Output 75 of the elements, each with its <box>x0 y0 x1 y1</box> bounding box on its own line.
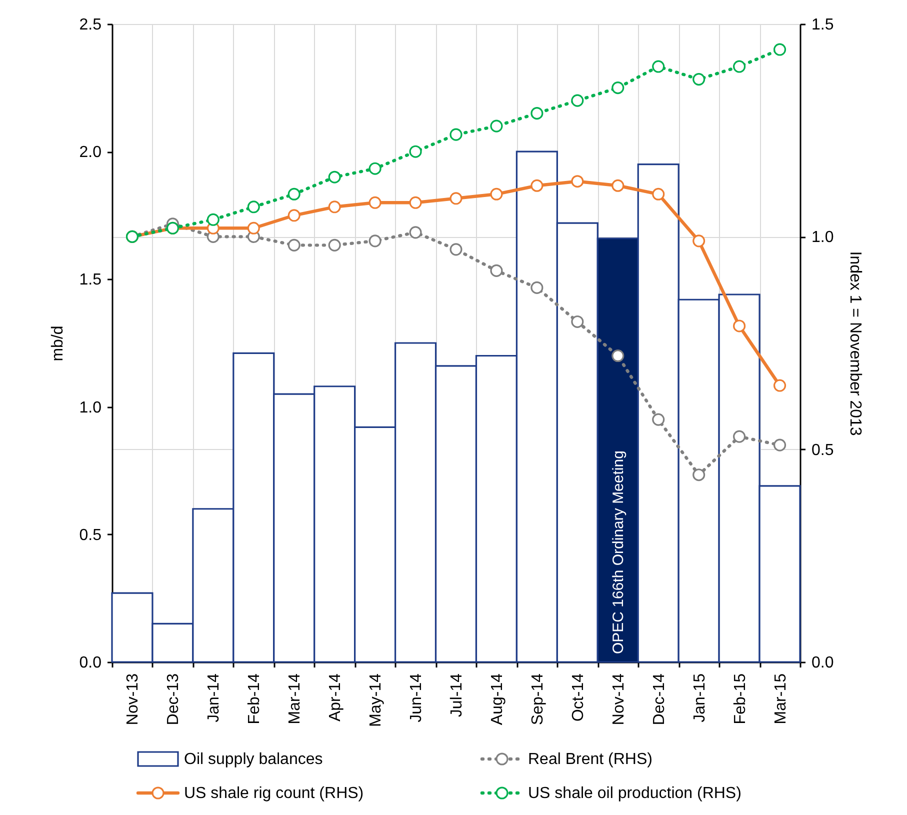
y-axis-title: mb/d <box>49 326 66 362</box>
point <box>206 213 220 226</box>
point <box>450 192 462 205</box>
point <box>612 82 624 94</box>
point <box>490 120 503 132</box>
x-tick-label: Jan-14 <box>206 673 223 722</box>
y-tick-label: 2.0 <box>79 144 102 162</box>
point <box>450 128 462 141</box>
point <box>288 188 300 200</box>
point <box>652 413 665 426</box>
point <box>409 196 422 209</box>
y-tick-label: 1.0 <box>79 399 102 416</box>
x-tick-label: Nov-14 <box>610 673 628 726</box>
point <box>490 264 503 277</box>
point <box>247 200 260 214</box>
point <box>571 315 584 328</box>
point <box>773 43 786 56</box>
point <box>247 222 260 234</box>
point <box>288 209 300 222</box>
point <box>692 468 706 482</box>
y-tick-label: 1.5 <box>79 272 102 289</box>
point <box>328 200 341 214</box>
x-tick-label: Mar-14 <box>286 673 304 724</box>
point <box>490 188 503 200</box>
y2-axis-title: Index 1 = November 2013 <box>846 251 864 436</box>
x-tick-label: Aug-14 <box>488 673 506 726</box>
x-tick-label: Jun-14 <box>408 673 426 722</box>
y-tick-label: 0.5 <box>79 526 102 544</box>
legend-label: US shale rig count (RHS) <box>184 785 364 802</box>
x-tick-label: Feb-15 <box>732 673 749 724</box>
x-tick-label: Dec-14 <box>650 673 668 726</box>
y-tick-label: 0.0 <box>79 654 102 672</box>
point <box>368 162 382 175</box>
x-tick-label: Jul-14 <box>448 673 466 718</box>
point <box>328 170 341 184</box>
x-tick-label: Apr-14 <box>327 673 344 722</box>
point <box>571 175 584 188</box>
point <box>530 179 544 192</box>
point <box>733 320 746 332</box>
point <box>530 107 544 120</box>
point <box>733 60 746 73</box>
x-tick-label: Sep-14 <box>529 673 546 726</box>
point <box>530 281 544 294</box>
point <box>409 145 422 158</box>
point <box>612 179 624 192</box>
point <box>368 234 382 248</box>
point <box>450 243 462 256</box>
x-tick-label: Oct-14 <box>570 673 587 722</box>
y2-tick-label: 0.0 <box>812 654 834 672</box>
point <box>368 196 382 209</box>
point <box>733 430 746 443</box>
point <box>612 349 624 362</box>
x-tick-label: Dec-13 <box>165 673 182 726</box>
x-tick-label: Feb-14 <box>246 673 264 724</box>
y2-tick-label: 1.5 <box>812 16 834 34</box>
y-tick-label: 2.5 <box>79 16 102 34</box>
legend-label: Oil supply balances <box>184 751 323 768</box>
legend-label: Real Brent (RHS) <box>528 751 652 768</box>
point <box>652 60 665 73</box>
x-tick-label: Nov-13 <box>124 673 142 726</box>
point <box>409 226 422 239</box>
x-tick-label: May-14 <box>368 673 385 727</box>
legend-label: US shale oil production (RHS) <box>528 785 742 802</box>
point <box>692 73 706 86</box>
point <box>692 234 706 248</box>
point <box>288 238 300 252</box>
y2-tick-label: 0.5 <box>812 442 834 459</box>
point <box>652 188 665 200</box>
annotation: OPEC 166th Ordinary Meeting <box>610 450 627 654</box>
point <box>328 238 341 252</box>
x-tick-label: Mar-15 <box>772 673 790 724</box>
x-tick-label: Jan-15 <box>691 673 708 722</box>
point <box>773 379 786 392</box>
point <box>571 94 584 107</box>
y2-tick-label: 1.0 <box>812 229 834 246</box>
